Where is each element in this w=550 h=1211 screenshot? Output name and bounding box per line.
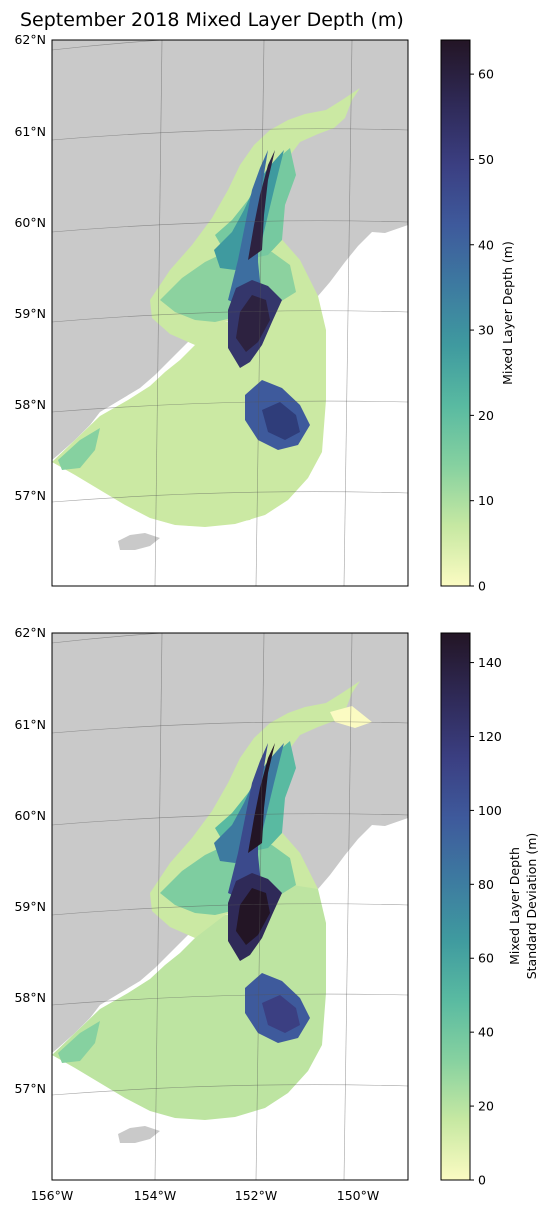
map-frame	[51, 632, 409, 1181]
colorbar	[440, 632, 471, 1181]
lat-label: 57°N	[14, 488, 46, 503]
colorbar-tick-label: 80	[478, 877, 494, 892]
lat-ticks-std: 62°N 61°N 60°N 59°N 58°N 57°N	[14, 625, 46, 1096]
colorbar-tick-label: 140	[478, 655, 502, 670]
map-panel-mean	[51, 39, 409, 587]
lat-label: 61°N	[14, 124, 46, 139]
colorbar-tick-label: 0	[478, 1173, 486, 1188]
colorbar-std: 0 20 40 60 80 100 120 140 Mixed Layer Depth Sta…	[440, 632, 539, 1188]
colorbar-tick-label: 20	[478, 1099, 494, 1114]
lat-label: 58°N	[14, 397, 46, 412]
colorbar-tick-label: 0	[478, 579, 486, 594]
lat-label: 61°N	[14, 717, 46, 732]
colorbar-tick-label: 60	[478, 951, 494, 966]
colorbar-ticks: 0 10 20 30 40 50 60	[470, 67, 494, 594]
lon-label: 154°W	[134, 1188, 176, 1203]
lat-label: 60°N	[14, 808, 46, 823]
lat-label: 59°N	[14, 899, 46, 914]
graticule	[52, 40, 408, 586]
lat-label: 62°N	[14, 32, 46, 47]
colorbar-tick-label: 50	[478, 152, 494, 167]
colorbar-tick-label: 40	[478, 237, 494, 252]
map-panel-std	[51, 632, 409, 1181]
lat-label: 62°N	[14, 625, 46, 640]
graticule	[52, 633, 408, 1180]
colorbar-tick-label: 100	[478, 803, 502, 818]
lon-label: 156°W	[31, 1188, 73, 1203]
small-island	[118, 533, 160, 550]
colorbar-tick-label: 20	[478, 408, 494, 423]
colorbar-label: Standard Deviation (m)	[524, 833, 539, 980]
colorbar-tick-label: 30	[478, 323, 494, 338]
colorbar-label: Mixed Layer Depth (m)	[500, 241, 515, 385]
lat-label: 58°N	[14, 990, 46, 1005]
colorbar-label: Mixed Layer Depth	[507, 847, 522, 965]
lon-label: 150°W	[337, 1188, 379, 1203]
colorbar-tick-label: 120	[478, 729, 502, 744]
colorbar-tick-label: 10	[478, 493, 494, 508]
lon-ticks: 156°W 154°W 152°W 150°W	[31, 1188, 379, 1203]
colorbar-ticks: 0 20 40 60 80 100 120 140	[470, 655, 502, 1188]
figure-title: September 2018 Mixed Layer Depth (m)	[20, 9, 404, 31]
lat-label: 59°N	[14, 306, 46, 321]
lat-label: 57°N	[14, 1081, 46, 1096]
colorbar-tick-label: 40	[478, 1025, 494, 1040]
lon-label: 152°W	[235, 1188, 277, 1203]
lat-ticks-mean: 62°N 61°N 60°N 59°N 58°N 57°N	[14, 32, 46, 503]
lat-label: 60°N	[14, 215, 46, 230]
small-island	[118, 1126, 160, 1143]
colorbar-tick-label: 60	[478, 67, 494, 82]
colorbar	[440, 39, 471, 587]
map-frame	[51, 39, 409, 587]
colorbar-mean: 0 10 20 30 40 50 60 Mixed Layer Depth (m)	[440, 39, 515, 594]
